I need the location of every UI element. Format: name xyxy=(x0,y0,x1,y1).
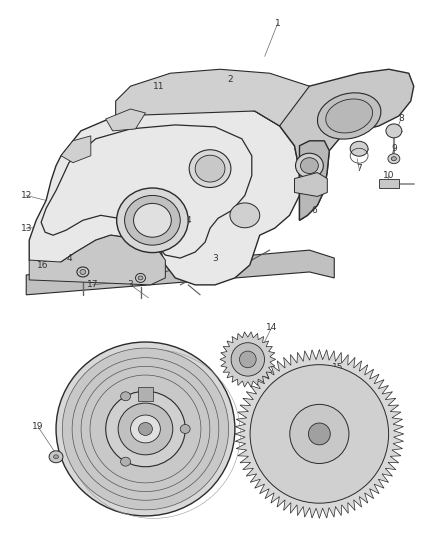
Polygon shape xyxy=(220,332,276,387)
Text: 7: 7 xyxy=(356,164,362,173)
Ellipse shape xyxy=(135,273,145,282)
Polygon shape xyxy=(26,250,334,295)
Ellipse shape xyxy=(134,204,171,237)
Polygon shape xyxy=(29,235,165,285)
Text: 8: 8 xyxy=(398,115,404,124)
Ellipse shape xyxy=(230,203,260,228)
Polygon shape xyxy=(106,109,145,131)
Ellipse shape xyxy=(180,424,190,433)
Ellipse shape xyxy=(138,423,152,435)
Ellipse shape xyxy=(118,403,173,455)
Polygon shape xyxy=(294,173,327,197)
Text: 3: 3 xyxy=(212,254,218,263)
Ellipse shape xyxy=(250,365,389,503)
Text: 9: 9 xyxy=(391,144,397,154)
Ellipse shape xyxy=(300,158,318,174)
Ellipse shape xyxy=(56,342,235,516)
Ellipse shape xyxy=(195,155,225,182)
Polygon shape xyxy=(138,387,153,401)
Ellipse shape xyxy=(62,348,229,510)
Ellipse shape xyxy=(106,391,185,467)
Polygon shape xyxy=(116,69,309,126)
Text: 11: 11 xyxy=(152,82,164,91)
Text: 4: 4 xyxy=(185,216,191,225)
Polygon shape xyxy=(300,141,329,220)
Ellipse shape xyxy=(77,267,89,277)
Text: 12: 12 xyxy=(21,191,32,200)
Text: 16: 16 xyxy=(37,261,49,270)
Text: 3: 3 xyxy=(128,280,134,289)
Text: 17: 17 xyxy=(87,280,99,289)
Ellipse shape xyxy=(296,153,323,178)
Ellipse shape xyxy=(53,455,59,459)
Text: 5: 5 xyxy=(311,184,317,193)
Ellipse shape xyxy=(72,358,219,500)
Text: 2: 2 xyxy=(227,75,233,84)
Ellipse shape xyxy=(120,392,131,401)
Polygon shape xyxy=(235,350,404,519)
Ellipse shape xyxy=(189,150,231,188)
Ellipse shape xyxy=(124,196,180,245)
Polygon shape xyxy=(29,106,300,285)
Text: 19: 19 xyxy=(32,423,44,432)
Text: 18: 18 xyxy=(103,426,114,435)
Polygon shape xyxy=(379,179,399,189)
Ellipse shape xyxy=(326,99,373,133)
Text: 13: 13 xyxy=(21,224,32,233)
Ellipse shape xyxy=(117,188,188,253)
Text: 1: 1 xyxy=(275,19,280,28)
Text: 15: 15 xyxy=(332,363,343,372)
Text: 4: 4 xyxy=(66,254,72,263)
Polygon shape xyxy=(255,69,414,220)
Ellipse shape xyxy=(138,276,143,280)
Ellipse shape xyxy=(120,457,131,466)
Ellipse shape xyxy=(350,141,368,156)
Ellipse shape xyxy=(131,415,160,443)
Ellipse shape xyxy=(231,343,265,376)
Ellipse shape xyxy=(308,423,330,445)
Ellipse shape xyxy=(81,366,210,491)
Polygon shape xyxy=(61,136,91,163)
Ellipse shape xyxy=(318,93,381,139)
Ellipse shape xyxy=(392,157,396,160)
Ellipse shape xyxy=(290,405,349,464)
Ellipse shape xyxy=(90,375,201,483)
Text: 10: 10 xyxy=(383,171,395,180)
Ellipse shape xyxy=(80,270,86,274)
Ellipse shape xyxy=(49,451,63,463)
Ellipse shape xyxy=(240,351,256,368)
Ellipse shape xyxy=(386,124,402,138)
Text: 6: 6 xyxy=(311,206,317,215)
Text: 14: 14 xyxy=(266,323,277,332)
Ellipse shape xyxy=(388,154,400,164)
